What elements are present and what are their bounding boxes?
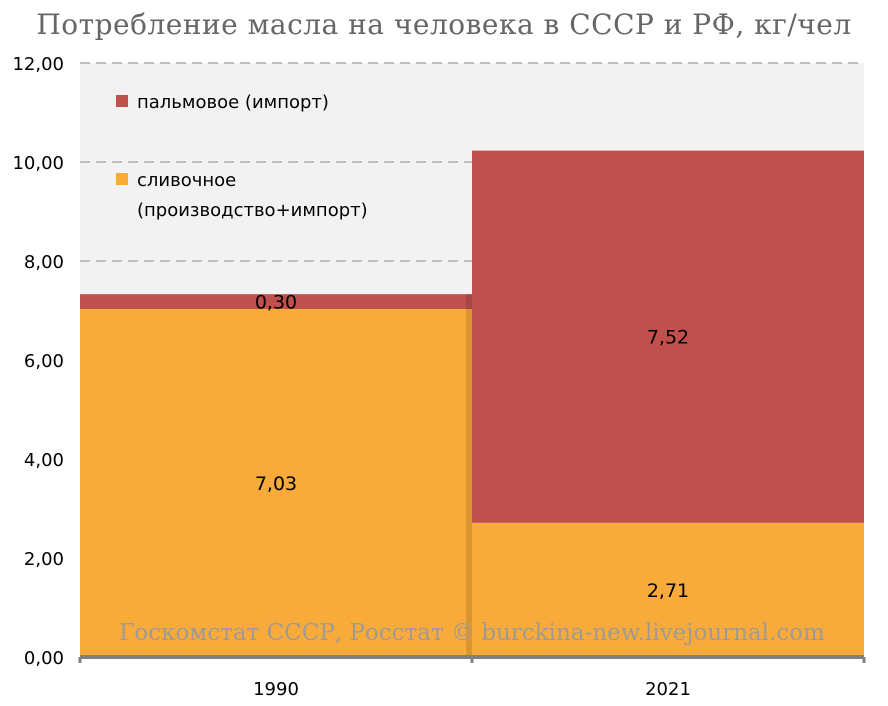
data-label: 0,30 xyxy=(255,292,297,314)
chart-title: Потребление масла на человека в СССР и Р… xyxy=(36,8,852,41)
data-label: 7,52 xyxy=(647,327,689,349)
axes: 0,00 2,00 4,00 6,00 8,00 10,00 12,00 1990 2021 xyxy=(12,54,866,700)
bar-segment xyxy=(472,522,864,657)
bar-separator xyxy=(466,294,472,657)
bar-segment xyxy=(472,150,864,523)
data-label: 7,03 xyxy=(255,473,297,495)
x-tick-label: 1990 xyxy=(253,679,299,700)
legend-swatch xyxy=(116,95,128,107)
y-tick-label: 6,00 xyxy=(24,351,64,372)
data-label: 2,71 xyxy=(647,580,689,602)
bar-segment xyxy=(80,309,472,657)
legend-label: сливочное xyxy=(137,170,236,191)
source-watermark: Госкомстат СССР, Росстат © burckina-new.… xyxy=(119,620,825,646)
y-tick-label: 10,00 xyxy=(12,153,64,174)
x-tick-label: 2021 xyxy=(645,679,691,700)
y-tick-label: 2,00 xyxy=(24,549,64,570)
legend-label: (производство+импорт) xyxy=(137,200,368,221)
y-tick-label: 12,00 xyxy=(12,54,64,75)
legend-swatch xyxy=(116,173,128,185)
y-tick-label: 4,00 xyxy=(24,450,64,471)
data-labels: 7,03 0,30 2,71 7,52 xyxy=(255,292,689,602)
bar-segment xyxy=(80,294,472,310)
y-tick-label: 8,00 xyxy=(24,252,64,273)
bars xyxy=(80,150,864,657)
legend-label: пальмовое (импорт) xyxy=(137,92,329,113)
legend: пальмовое (импорт) сливочное (производство… xyxy=(116,92,368,221)
y-tick-label: 0,00 xyxy=(24,648,64,669)
